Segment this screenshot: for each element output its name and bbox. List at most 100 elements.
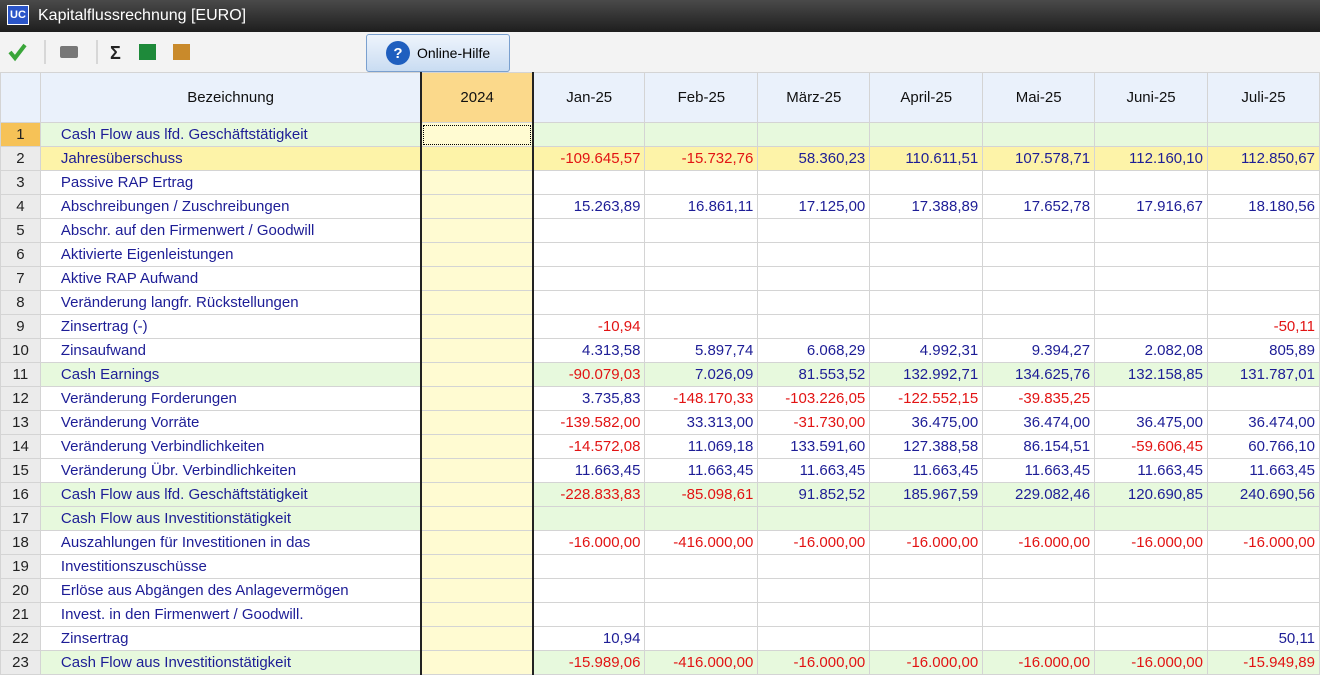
row-label[interactable]: Investitionszuschüsse <box>40 555 421 579</box>
value-cell[interactable] <box>758 171 870 195</box>
value-cell[interactable] <box>1095 267 1208 291</box>
confirm-icon[interactable] <box>10 45 25 58</box>
value-cell[interactable] <box>421 459 533 483</box>
value-cell[interactable]: 133.591,60 <box>758 435 870 459</box>
value-cell[interactable]: 86.154,51 <box>983 435 1095 459</box>
value-cell[interactable]: -85.098,61 <box>645 483 758 507</box>
value-cell[interactable] <box>1095 603 1208 627</box>
value-cell[interactable] <box>983 579 1095 603</box>
row-label[interactable]: Aktive RAP Aufwand <box>40 267 421 291</box>
value-cell[interactable]: 50,11 <box>1208 627 1320 651</box>
value-cell[interactable]: -16.000,00 <box>983 531 1095 555</box>
value-cell[interactable] <box>421 339 533 363</box>
value-cell[interactable] <box>645 123 758 147</box>
value-cell[interactable]: -31.730,00 <box>758 411 870 435</box>
value-cell[interactable] <box>758 555 870 579</box>
value-cell[interactable] <box>983 219 1095 243</box>
value-cell[interactable]: 11.069,18 <box>645 435 758 459</box>
value-cell[interactable]: -90.079,03 <box>533 363 645 387</box>
value-cell[interactable] <box>983 267 1095 291</box>
row-number[interactable]: 11 <box>1 363 41 387</box>
value-cell[interactable] <box>870 579 983 603</box>
row-label[interactable]: Cash Earnings <box>40 363 421 387</box>
value-cell[interactable] <box>645 555 758 579</box>
value-cell[interactable] <box>758 219 870 243</box>
value-cell[interactable]: -15.949,89 <box>1208 651 1320 675</box>
row-number[interactable]: 14 <box>1 435 41 459</box>
value-cell[interactable] <box>758 291 870 315</box>
value-cell[interactable]: 17.125,00 <box>758 195 870 219</box>
value-cell[interactable]: 91.852,52 <box>758 483 870 507</box>
value-cell[interactable] <box>758 267 870 291</box>
value-cell[interactable] <box>533 603 645 627</box>
library-icon[interactable] <box>173 44 190 60</box>
value-cell[interactable] <box>421 267 533 291</box>
row-number[interactable]: 19 <box>1 555 41 579</box>
value-cell[interactable]: 5.897,74 <box>645 339 758 363</box>
value-cell[interactable] <box>983 627 1095 651</box>
row-number[interactable]: 2 <box>1 147 41 171</box>
value-cell[interactable]: -16.000,00 <box>533 531 645 555</box>
row-number[interactable]: 23 <box>1 651 41 675</box>
value-cell[interactable] <box>1208 291 1320 315</box>
value-cell[interactable] <box>421 507 533 531</box>
row-label[interactable]: Erlöse aus Abgängen des Anlagevermögen <box>40 579 421 603</box>
value-cell[interactable] <box>1208 579 1320 603</box>
value-cell[interactable]: -14.572,08 <box>533 435 645 459</box>
value-cell[interactable]: 15.263,89 <box>533 195 645 219</box>
column-header[interactable]: Feb-25 <box>645 73 758 123</box>
value-cell[interactable] <box>870 123 983 147</box>
value-cell[interactable] <box>983 507 1095 531</box>
value-cell[interactable]: 36.474,00 <box>983 411 1095 435</box>
value-cell[interactable]: 11.663,45 <box>533 459 645 483</box>
value-cell[interactable]: 81.553,52 <box>758 363 870 387</box>
value-cell[interactable] <box>645 507 758 531</box>
row-number[interactable]: 13 <box>1 411 41 435</box>
value-cell[interactable] <box>1208 243 1320 267</box>
value-cell[interactable] <box>983 603 1095 627</box>
row-label[interactable]: Veränderung Übr. Verbindlichkeiten <box>40 459 421 483</box>
value-cell[interactable] <box>870 267 983 291</box>
value-cell[interactable] <box>645 603 758 627</box>
value-cell[interactable] <box>870 315 983 339</box>
value-cell[interactable] <box>533 555 645 579</box>
value-cell[interactable]: -103.226,05 <box>758 387 870 411</box>
value-cell[interactable] <box>1208 171 1320 195</box>
row-label[interactable]: Zinsertrag (-) <box>40 315 421 339</box>
value-cell[interactable]: 17.388,89 <box>870 195 983 219</box>
value-cell[interactable] <box>645 267 758 291</box>
value-cell[interactable] <box>533 579 645 603</box>
value-cell[interactable]: -16.000,00 <box>870 531 983 555</box>
value-cell[interactable]: -10,94 <box>533 315 645 339</box>
value-cell[interactable] <box>533 123 645 147</box>
row-number[interactable]: 5 <box>1 219 41 243</box>
value-cell[interactable] <box>533 267 645 291</box>
value-cell[interactable] <box>645 579 758 603</box>
value-cell[interactable] <box>870 627 983 651</box>
column-header[interactable]: März-25 <box>758 73 870 123</box>
value-cell[interactable]: 131.787,01 <box>1208 363 1320 387</box>
column-header[interactable]: Juli-25 <box>1208 73 1320 123</box>
value-cell[interactable]: 16.861,11 <box>645 195 758 219</box>
value-cell[interactable]: 132.992,71 <box>870 363 983 387</box>
row-number[interactable]: 22 <box>1 627 41 651</box>
value-cell[interactable]: 36.475,00 <box>1095 411 1208 435</box>
value-cell[interactable] <box>421 387 533 411</box>
value-cell[interactable]: 110.611,51 <box>870 147 983 171</box>
value-cell[interactable] <box>421 579 533 603</box>
row-number[interactable]: 6 <box>1 243 41 267</box>
value-cell[interactable] <box>421 555 533 579</box>
value-cell[interactable] <box>421 531 533 555</box>
value-cell[interactable]: -16.000,00 <box>1208 531 1320 555</box>
value-cell[interactable] <box>758 579 870 603</box>
value-cell[interactable]: -15.989,06 <box>533 651 645 675</box>
value-cell[interactable] <box>421 315 533 339</box>
value-cell[interactable] <box>533 507 645 531</box>
value-cell[interactable]: -16.000,00 <box>1095 531 1208 555</box>
value-cell[interactable] <box>1095 123 1208 147</box>
value-cell[interactable]: 11.663,45 <box>1095 459 1208 483</box>
value-cell[interactable]: -16.000,00 <box>1095 651 1208 675</box>
row-label[interactable]: Passive RAP Ertrag <box>40 171 421 195</box>
value-cell[interactable] <box>870 603 983 627</box>
row-number[interactable]: 7 <box>1 267 41 291</box>
